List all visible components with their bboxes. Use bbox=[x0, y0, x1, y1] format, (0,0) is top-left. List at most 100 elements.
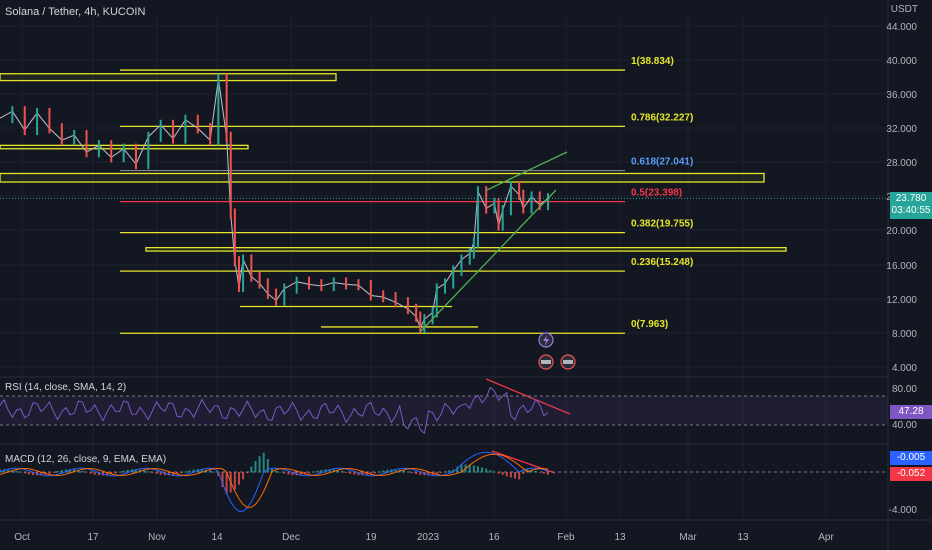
macd-hist-bar-91 bbox=[373, 472, 376, 474]
macd-hist-bar-7 bbox=[27, 472, 30, 475]
macd-hist-bar-18 bbox=[73, 469, 76, 473]
price-tick-7: 16.000 bbox=[886, 261, 917, 272]
price-tick-3: 32.000 bbox=[886, 124, 917, 135]
signal-value-tag: -0.052 bbox=[890, 467, 932, 481]
macd-hist-bar-20 bbox=[81, 470, 84, 473]
price-tick-10: 4.000 bbox=[892, 363, 917, 374]
price-tick-2: 36.000 bbox=[886, 90, 917, 101]
macd-hist-bar-69 bbox=[283, 472, 286, 474]
macd-hist-bar-71 bbox=[291, 472, 294, 476]
time-tick-1: 17 bbox=[87, 532, 99, 543]
time-tick-2: Nov bbox=[148, 532, 166, 543]
currency-label: USDT bbox=[890, 4, 918, 15]
rsi-band bbox=[0, 396, 888, 425]
time-tick-9: 13 bbox=[614, 532, 626, 543]
macd-hist-bar-5 bbox=[19, 471, 22, 473]
macd-hist-bar-28 bbox=[114, 472, 117, 474]
fib-labels-layer: 1(38.834) 0.786(32.227) 0.618(27.041) 0.5(2… bbox=[631, 56, 693, 330]
macd-hist-bar-129 bbox=[530, 470, 533, 473]
macd-hist-bar-127 bbox=[522, 472, 525, 475]
macd-hist-bar-30 bbox=[122, 470, 125, 473]
macd-hist-bar-10 bbox=[40, 472, 43, 476]
macd-hist-bar-47 bbox=[192, 469, 195, 473]
fib-label-3: 0.5(23.398) bbox=[631, 188, 682, 199]
support-trendline bbox=[419, 189, 557, 333]
macd-hist-bar-109 bbox=[448, 470, 451, 473]
fib-label-2: 0.618(27.041) bbox=[631, 157, 693, 168]
macd-hist-bar-14 bbox=[56, 470, 59, 473]
time-tick-4: Dec bbox=[282, 532, 300, 543]
time-tick-5: 19 bbox=[365, 532, 377, 543]
macd-hist-bar-124 bbox=[509, 472, 512, 478]
macd-hist-bar-117 bbox=[481, 467, 484, 473]
time-tick-6: 2023 bbox=[417, 532, 440, 543]
macd-hist-bar-60 bbox=[246, 472, 249, 474]
macd-hist-bar-101 bbox=[415, 472, 418, 475]
macd-pane: -4.000 bbox=[0, 451, 918, 516]
macd-hist-bar-96 bbox=[394, 469, 397, 473]
macd-hist-bar-23 bbox=[93, 472, 96, 475]
macd-hist-bar-65 bbox=[266, 459, 269, 473]
macd-hist-bar-119 bbox=[489, 470, 492, 473]
time-tick-3: 14 bbox=[211, 532, 223, 543]
macd-hist-bar-66 bbox=[270, 468, 273, 473]
macd-hist-bar-90 bbox=[369, 472, 372, 475]
macd-hist-bar-88 bbox=[361, 472, 364, 476]
macd-hist-bar-116 bbox=[476, 466, 479, 473]
macd-hist-bar-128 bbox=[526, 468, 529, 473]
flag-glyph-icon-1 bbox=[541, 360, 551, 364]
countdown-value: 03:40:55 bbox=[891, 205, 931, 216]
macd-hist-bar-44 bbox=[180, 472, 183, 474]
price-series-layer bbox=[0, 73, 888, 333]
macd-hist-bar-76 bbox=[312, 471, 315, 473]
macd-hist-bar-87 bbox=[357, 472, 360, 476]
macd-hist-bar-106 bbox=[435, 472, 438, 474]
macd-hist-bar-70 bbox=[287, 472, 290, 475]
macd-tick-0: -4.000 bbox=[889, 505, 918, 516]
macd-hist-bar-77 bbox=[316, 470, 319, 473]
chart-title: Solana / Tether, 4h, KUCOIN bbox=[5, 6, 146, 18]
macd-hist-bar-58 bbox=[237, 472, 240, 485]
macd-hist-bar-98 bbox=[402, 470, 405, 473]
zone-box-0 bbox=[0, 73, 337, 82]
macd-hist-bar-83 bbox=[340, 471, 343, 473]
time-tick-8: Feb bbox=[557, 532, 575, 543]
macd-hist-bar-22 bbox=[89, 472, 92, 474]
macd-hist-bar-55 bbox=[225, 472, 228, 494]
macd-hist-bar-86 bbox=[353, 472, 356, 475]
macd-hist-bar-131 bbox=[538, 472, 541, 473]
macd-hist-bar-46 bbox=[188, 470, 191, 473]
macd-hist-bar-84 bbox=[345, 472, 348, 473]
trendlines-layer bbox=[419, 151, 571, 474]
last-price-tag: 23.780 03:40:55 bbox=[890, 192, 932, 219]
macd-hist-bar-108 bbox=[443, 471, 446, 473]
channel-upper-line bbox=[486, 151, 568, 191]
flag-glyph-icon-2 bbox=[563, 360, 573, 364]
macd-hist-bar-93 bbox=[382, 470, 385, 473]
macd-hist-bar-31 bbox=[126, 469, 129, 473]
macd-hist-bar-45 bbox=[184, 471, 187, 473]
macd-hist-bar-0 bbox=[0, 469, 1, 473]
macd-hist-bar-120 bbox=[493, 471, 496, 473]
macd-hist-bar-78 bbox=[320, 469, 323, 473]
macd-hist-bar-130 bbox=[534, 470, 537, 473]
macd-hist-bar-13 bbox=[52, 472, 55, 473]
macd-hist-bar-12 bbox=[48, 472, 51, 474]
macd-hist-bar-19 bbox=[77, 469, 80, 473]
time-tick-10: Mar bbox=[679, 532, 697, 543]
macd-hist-bar-26 bbox=[106, 472, 109, 476]
macd-hist-bar-94 bbox=[386, 469, 389, 473]
signal-line bbox=[0, 453, 549, 508]
price-tick-4: 28.000 bbox=[886, 158, 917, 169]
rsi-tick-1: 40.00 bbox=[892, 420, 917, 431]
time-ticks-layer: Oct 17 Nov 14 Dec 19 2023 16 Feb 13 Mar 13 Apr bbox=[14, 532, 834, 543]
macd-hist-bar-61 bbox=[250, 466, 253, 473]
time-tick-7: 16 bbox=[488, 532, 500, 543]
macd-hist-bar-80 bbox=[328, 469, 331, 473]
price-tick-9: 8.000 bbox=[892, 329, 917, 340]
macd-hist-bar-4 bbox=[15, 470, 18, 473]
macd-hist-bar-36 bbox=[147, 471, 150, 473]
macd-hist-bar-107 bbox=[439, 472, 442, 473]
macd-hist-bar-17 bbox=[69, 469, 72, 473]
macd-hist-bar-89 bbox=[365, 472, 368, 475]
